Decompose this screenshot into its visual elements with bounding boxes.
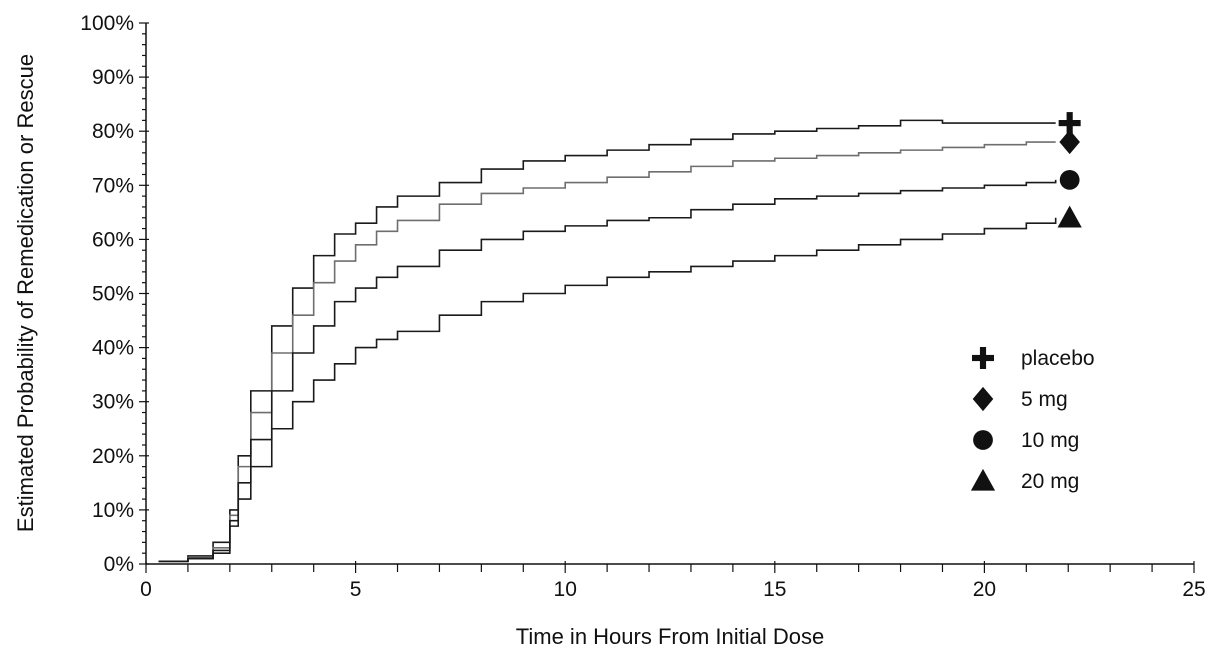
series-end-marker <box>1058 112 1081 135</box>
legend-marker <box>970 468 996 491</box>
y-tick-label: 10% <box>92 499 134 522</box>
y-tick-label: 90% <box>92 66 134 89</box>
legend-label: 10 mg <box>1021 429 1079 452</box>
legend-marker-v <box>979 347 987 369</box>
legend-marker <box>972 386 994 412</box>
series-line-placebo <box>158 119 1056 563</box>
x-tick-label: 0 <box>140 578 152 601</box>
x-tick-label: 15 <box>763 578 786 601</box>
plot-area: 0% 10% 20% 30% 40% 50% 60% 70% 80% 90% 100% 0 5 10 15 2… <box>80 12 1205 601</box>
y-tick-label: 20% <box>92 445 134 468</box>
x-tick-label: 10 <box>554 578 577 601</box>
y-tick-label: 0% <box>104 553 134 576</box>
y-tick-label: 30% <box>92 391 134 414</box>
legend-label: 5 mg <box>1021 388 1068 411</box>
series-end-marker <box>1059 129 1080 155</box>
y-axis-title: Estimated Probability of Remedication or… <box>13 54 38 532</box>
series-end-marker-v <box>1066 112 1073 135</box>
y-axis-label: Estimated Probability of Remedication or… <box>13 54 38 532</box>
x-tick-label: 25 <box>1182 578 1205 601</box>
legend-marker <box>972 347 994 369</box>
legend-label: placebo <box>1021 347 1095 370</box>
series-line-20-mg <box>158 217 1057 563</box>
y-tick-label: 70% <box>92 174 134 197</box>
x-axis-label: Time in Hours From Initial Dose <box>516 624 824 649</box>
y-tick-label: 100% <box>80 12 134 35</box>
legend-marker <box>973 430 993 450</box>
series-line-10-mg <box>158 179 1057 563</box>
y-tick-label: 60% <box>92 228 134 251</box>
legend-label: 20 mg <box>1021 470 1079 493</box>
y-tick-label: 80% <box>92 120 134 143</box>
series-end-marker <box>1059 169 1080 190</box>
x-tick-label: 5 <box>350 578 362 601</box>
y-tick-label: 40% <box>92 337 134 360</box>
y-tick-label: 50% <box>92 283 134 306</box>
series-end-marker <box>1057 205 1082 228</box>
series-line-5-mg <box>158 141 1056 563</box>
x-tick-label: 20 <box>973 578 996 601</box>
